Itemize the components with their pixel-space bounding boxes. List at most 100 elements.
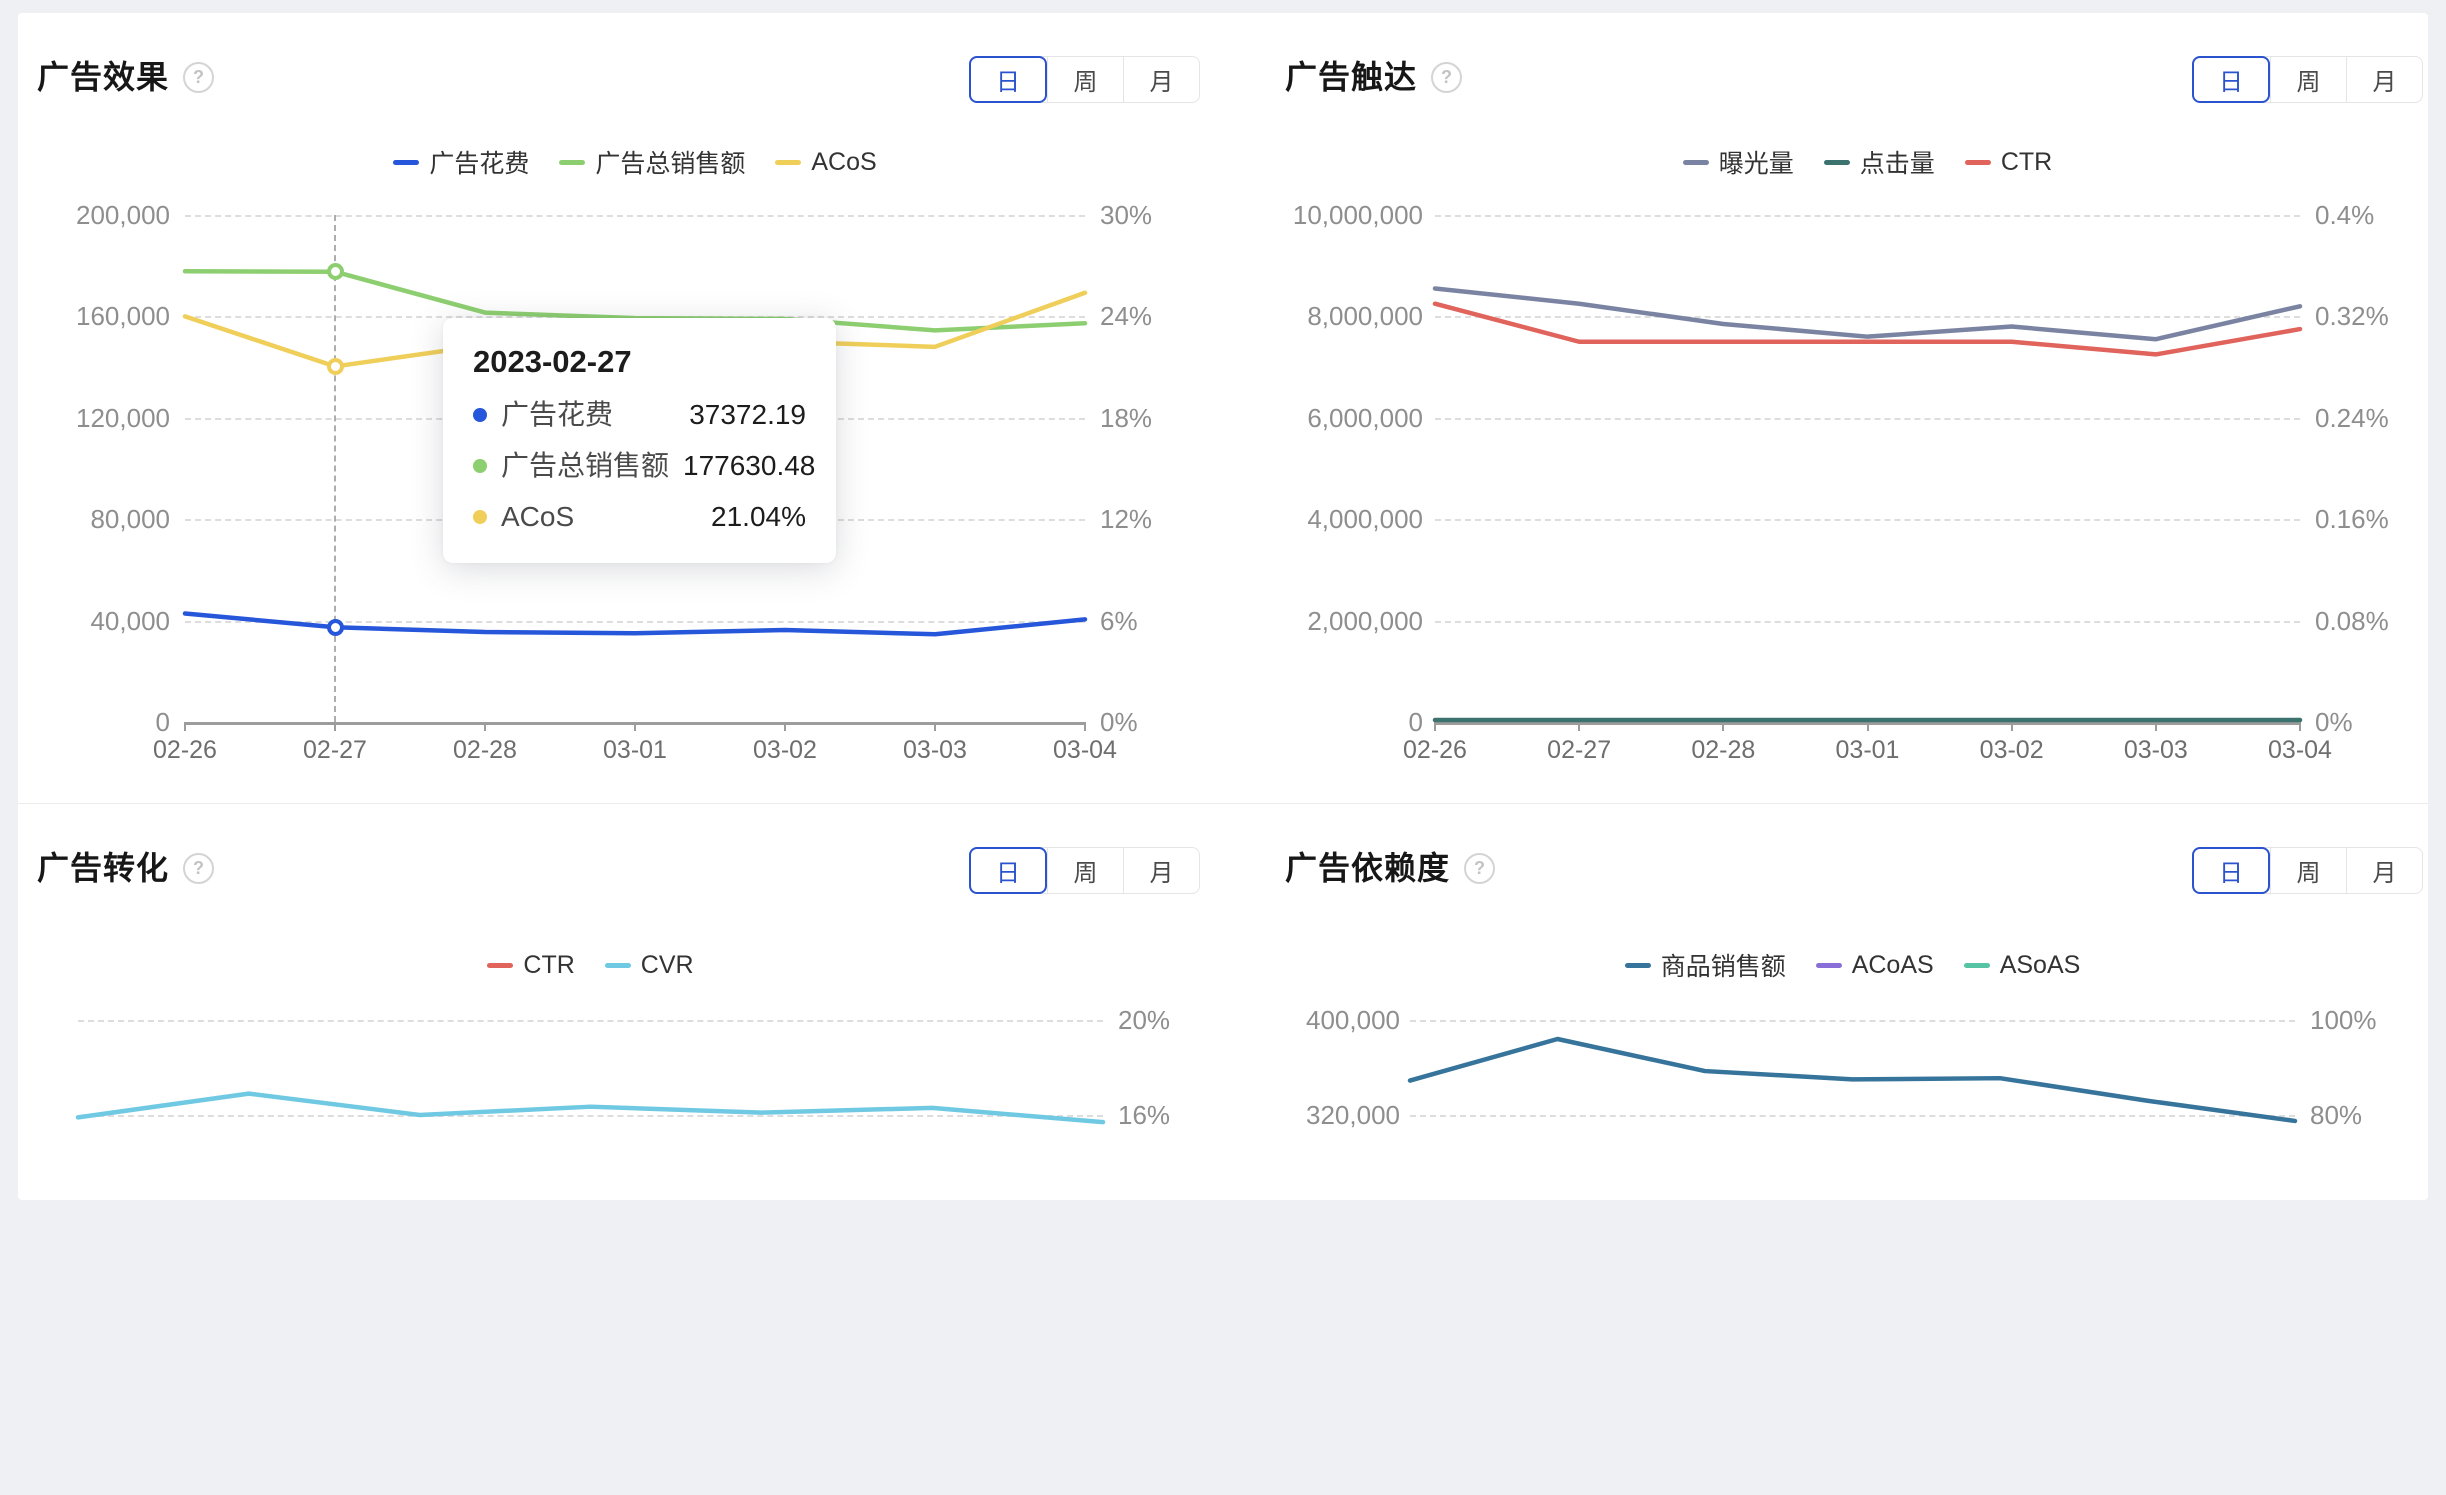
legend-item[interactable]: 广告花费 [393, 144, 529, 180]
highlight-marker [326, 357, 344, 375]
tooltip-series-label: 广告花费 [501, 399, 614, 430]
chart-legend: CTR CVR [78, 951, 1103, 979]
panel-ad-dependency: 广告依赖度 ? 日 周 月 商品销售额 ACoAS ASoAS 400,000 100%… [1245, 804, 2428, 1178]
legend-swatch [393, 159, 420, 165]
chart-legend: 商品销售额 ACoAS ASoAS [1410, 951, 2295, 981]
y-axis-label-right: 100% [2310, 1005, 2377, 1035]
series-line [1432, 301, 2303, 357]
toggle-month[interactable]: 月 [1123, 848, 1199, 893]
y-axis-label-right: 6% [1100, 605, 1138, 636]
toggle-day[interactable]: 日 [2192, 56, 2270, 103]
toggle-week[interactable]: 周 [1047, 848, 1123, 893]
y-axis-label-right: 0% [2315, 707, 2353, 737]
x-axis-label: 02-26 [1403, 736, 1467, 764]
y-axis-label-left: 80,000 [90, 504, 170, 535]
highlight-marker [326, 263, 344, 281]
chart-canvas[interactable] [1407, 1020, 2298, 1495]
y-axis-label-left: 200,000 [76, 200, 170, 230]
help-icon[interactable]: ? [1431, 61, 1463, 93]
chart-canvas[interactable] [1432, 215, 2303, 723]
gridline [78, 1115, 1103, 1117]
x-axis-tick [1084, 722, 1086, 731]
x-axis-label: 03-04 [1053, 736, 1117, 764]
toggle-week[interactable]: 周 [2270, 848, 2346, 893]
panel-title: 广告效果 [37, 59, 170, 95]
legend-item[interactable]: 曝光量 [1682, 144, 1794, 180]
x-axis-tick [2154, 722, 2157, 731]
x-axis-tick [1578, 722, 1581, 731]
legend-label: CTR [523, 950, 575, 979]
legend-item[interactable]: 点击量 [1823, 144, 1935, 180]
series-line [1407, 1036, 2298, 1124]
toggle-day[interactable]: 日 [969, 56, 1047, 103]
crosshair-line [334, 215, 336, 722]
panel-title: 广告依赖度 [1285, 850, 1451, 886]
x-axis-label: 03-03 [2123, 736, 2188, 764]
x-axis-tick [634, 722, 636, 731]
time-range-toggle: 日 周 月 [969, 56, 1200, 103]
y-axis-label-left: 4,000,000 [1307, 504, 1423, 535]
x-axis-tick [2010, 722, 2013, 731]
legend-swatch [1815, 962, 1842, 968]
tooltip-series-label: ACoS [501, 501, 575, 532]
x-axis-label: 03-02 [1979, 736, 2044, 764]
gridline [1435, 316, 2300, 319]
toggle-day[interactable]: 日 [2192, 847, 2270, 894]
toggle-month[interactable]: 月 [2346, 848, 2422, 893]
legend-item[interactable]: CVR [604, 951, 694, 980]
y-axis-label-right: 18% [1100, 402, 1153, 433]
legend-label: ACoS [811, 147, 877, 176]
y-axis-label-left: 40,000 [90, 605, 170, 636]
help-icon[interactable]: ? [1464, 852, 1496, 884]
panel-ad-reach: 广告触达 ? 日 周 月 曝光量 点击量 CTR 10,000,000 0.4% 8,00… [1245, 13, 2428, 804]
gridline [1410, 1115, 2295, 1117]
y-axis-label-left: 8,000,000 [1307, 301, 1423, 332]
tooltip-series-value: 177630.48 [683, 450, 816, 481]
y-axis-label-right: 80% [2310, 1100, 2363, 1130]
toggle-week[interactable]: 周 [2270, 57, 2346, 102]
y-axis-label-left: 0 [155, 707, 170, 737]
legend-item[interactable]: 商品销售额 [1624, 947, 1786, 983]
toggle-month[interactable]: 月 [1123, 57, 1199, 102]
panel-title: 广告转化 [37, 850, 170, 886]
legend-label: 点击量 [1859, 150, 1935, 178]
panel-header: 广告依赖度 ? [1285, 844, 1496, 892]
legend-swatch [1963, 962, 1990, 968]
legend-label: 曝光量 [1718, 150, 1794, 178]
legend-item[interactable]: ASoAS [1963, 951, 2080, 980]
toggle-month[interactable]: 月 [2346, 57, 2422, 102]
toggle-week[interactable]: 周 [1047, 57, 1123, 102]
x-axis-tick [934, 722, 936, 731]
legend-item[interactable]: ACoAS [1815, 951, 1934, 980]
tooltip-series-dot [473, 408, 487, 422]
legend-item[interactable]: CTR [1964, 148, 2052, 177]
x-axis-label: 02-28 [1691, 736, 1756, 764]
legend-item[interactable]: ACoS [775, 147, 877, 177]
x-axis-tick [484, 722, 486, 731]
x-axis-tick [1434, 722, 1436, 731]
y-axis-label-right: 0.16% [2315, 504, 2389, 535]
x-axis-label: 02-27 [1547, 736, 1612, 764]
toggle-day[interactable]: 日 [969, 847, 1047, 894]
tooltip-series-dot [473, 510, 487, 524]
legend-item[interactable]: 广告总销售额 [559, 144, 745, 180]
y-axis-label-left: 6,000,000 [1307, 402, 1423, 433]
legend-swatch [1682, 159, 1709, 165]
legend-swatch [559, 159, 586, 165]
chart-canvas[interactable] [75, 1020, 1106, 1495]
x-axis-label: 03-01 [603, 736, 667, 764]
legend-swatch [1964, 159, 1991, 165]
gridline [1410, 1020, 2295, 1022]
y-axis-label-left: 120,000 [76, 402, 170, 433]
legend-item[interactable]: CTR [487, 950, 575, 980]
legend-swatch [775, 159, 802, 165]
tooltip-series-label: 广告总销售额 [501, 450, 670, 481]
tooltip-date: 2023-02-27 [473, 344, 632, 379]
x-axis-label: 02-28 [453, 736, 517, 764]
time-range-toggle: 日 周 月 [969, 847, 1200, 894]
help-icon[interactable]: ? [183, 61, 215, 93]
x-axis-label: 03-03 [903, 736, 967, 764]
help-icon[interactable]: ? [183, 852, 215, 884]
y-axis-label-left: 0 [1408, 707, 1423, 737]
y-axis-label-right: 0.24% [2315, 402, 2389, 433]
